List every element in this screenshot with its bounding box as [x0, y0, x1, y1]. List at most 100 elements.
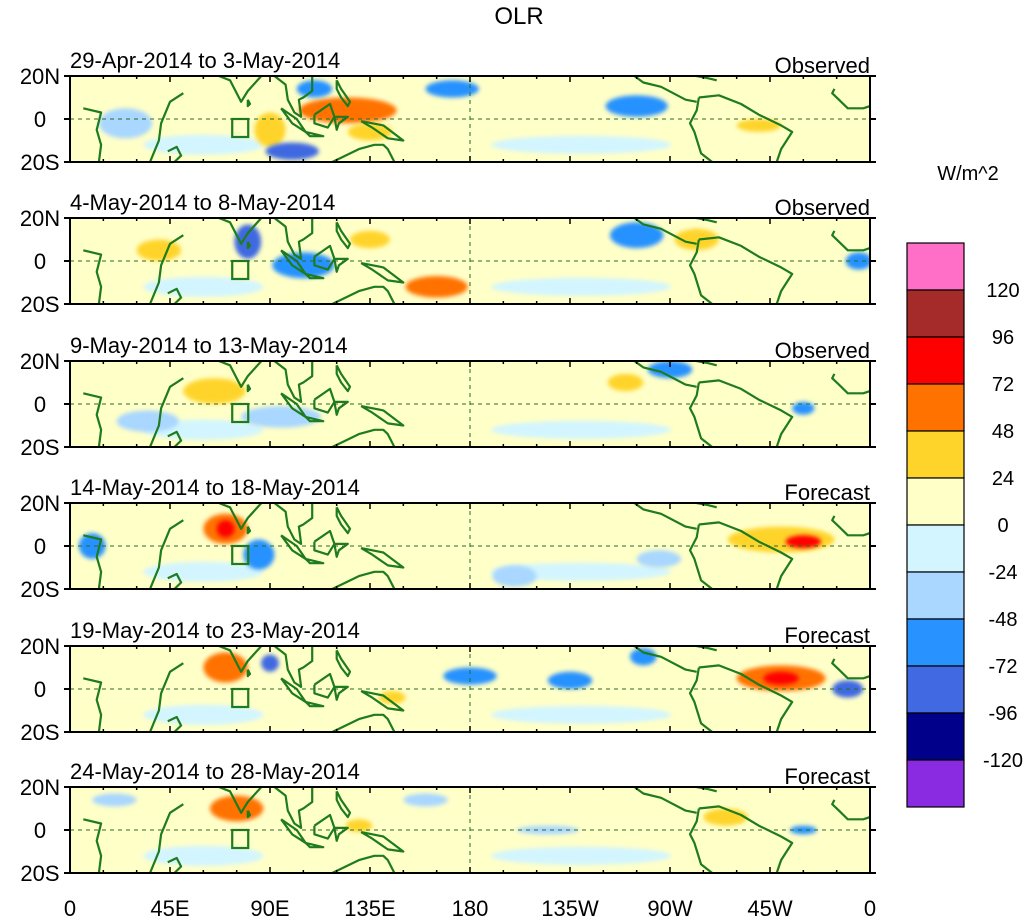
coastline: [831, 658, 870, 680]
coastline: [335, 790, 352, 819]
colorbar-label: 96: [992, 327, 1014, 349]
y-tick-label: 20N: [20, 206, 60, 231]
y-tick-label: 20N: [20, 349, 60, 374]
coastline: [688, 97, 713, 162]
coastline: [83, 107, 103, 162]
anomaly-contour: [636, 550, 682, 568]
coastline: [83, 392, 103, 447]
coastline: [698, 664, 794, 732]
coastline: [633, 503, 697, 530]
x-tick-label: 0: [64, 896, 76, 920]
coastline: [167, 572, 183, 589]
coastline: [167, 430, 183, 447]
coastline: [831, 373, 870, 395]
coastline: [329, 713, 396, 732]
y-tick-label: 20S: [20, 577, 59, 602]
y-tick-label: 20N: [20, 775, 60, 800]
coastline: [329, 428, 396, 447]
coastlines: [83, 787, 870, 873]
y-tick-label: 0: [34, 107, 46, 132]
coastline: [304, 130, 325, 138]
anomaly-contour: [736, 119, 782, 132]
colorbar-swatch: [906, 336, 965, 385]
panel-date-label: 14-May-2014 to 18-May-2014: [70, 475, 360, 500]
coastline: [218, 787, 263, 814]
colorbar: 120 96 72 48 24 0 -24 -48 -72 -96 -120: [906, 242, 1023, 808]
coastline: [167, 145, 183, 162]
coastline: [333, 257, 349, 273]
coastline: [633, 787, 697, 814]
y-tick-label: 0: [34, 677, 46, 702]
anomaly-contour: [183, 378, 246, 404]
anomaly-contour: [243, 539, 275, 570]
coastline: [218, 218, 263, 245]
coastline: [313, 672, 336, 699]
anomaly-contour: [647, 361, 693, 379]
coastline: [304, 272, 325, 280]
panel-2: 20N 0 20S 4-May-2014 to 8-May-2014 Observed: [20, 190, 876, 317]
coastline: [246, 241, 252, 250]
x-tick-label: 135E: [344, 896, 395, 920]
coastlines: [83, 646, 870, 732]
coastline: [360, 831, 405, 853]
anomaly-contour: [98, 108, 153, 139]
anomaly-contour: [261, 654, 279, 672]
anomaly-contour: [630, 648, 657, 666]
anomaly-contour: [136, 239, 182, 261]
coastline: [148, 92, 184, 162]
y-tick-label: 20S: [20, 861, 59, 886]
y-tick-label: 20S: [20, 292, 59, 317]
coastline: [698, 379, 794, 447]
coastline: [670, 503, 717, 509]
x-tick-label: 45E: [150, 896, 189, 920]
coastline: [698, 521, 794, 589]
anomaly-contour: [345, 819, 373, 833]
colorbar-label: 72: [992, 374, 1014, 396]
coastline: [304, 557, 325, 565]
panel-date-label: 19-May-2014 to 23-May-2014: [70, 618, 360, 643]
coastline: [335, 79, 352, 108]
coastline: [148, 662, 184, 732]
x-tick-label: 90E: [250, 896, 289, 920]
colorbar-swatch: [906, 289, 965, 338]
coastline: [246, 810, 252, 819]
coastline: [831, 230, 870, 252]
coastline: [670, 787, 717, 793]
anomaly-contour: [674, 228, 719, 251]
coastline: [304, 415, 325, 423]
coastline: [670, 361, 717, 367]
olr-field: [70, 218, 870, 304]
coastline: [218, 503, 263, 530]
anomaly-contour: [403, 793, 448, 807]
x-tick-label: 135W: [541, 896, 599, 920]
coastline: [670, 646, 717, 652]
anomaly-contour: [254, 112, 286, 147]
coastline: [698, 805, 794, 873]
coastline: [335, 364, 352, 393]
colorbar-label: -72: [989, 656, 1018, 678]
panel-1: 20N 0 20S 29-Apr-2014 to 3-May-2014 Observed: [20, 48, 876, 175]
y-tick-label: 0: [34, 249, 46, 274]
coastline: [313, 102, 336, 129]
coastline: [83, 249, 103, 304]
coastline: [831, 515, 870, 537]
coastline: [167, 856, 183, 873]
panel-status-label: Forecast: [784, 623, 870, 648]
coastline: [831, 88, 870, 110]
coastline: [333, 542, 349, 558]
anomaly-contour: [492, 565, 537, 587]
anomaly-contour: [425, 80, 479, 98]
colorbar-swatch: [906, 477, 965, 526]
coastline: [633, 646, 697, 673]
coastline: [698, 94, 794, 162]
coastline: [670, 76, 717, 82]
coastline: [329, 570, 396, 589]
colorbar-label: 120: [986, 280, 1019, 302]
y-tick-label: 20N: [20, 64, 60, 89]
coastline: [688, 667, 713, 732]
coastline: [360, 262, 405, 284]
anomaly-contour: [547, 671, 593, 690]
coastline: [246, 669, 252, 678]
coastline: [148, 519, 184, 589]
y-tick-label: 20N: [20, 634, 60, 659]
